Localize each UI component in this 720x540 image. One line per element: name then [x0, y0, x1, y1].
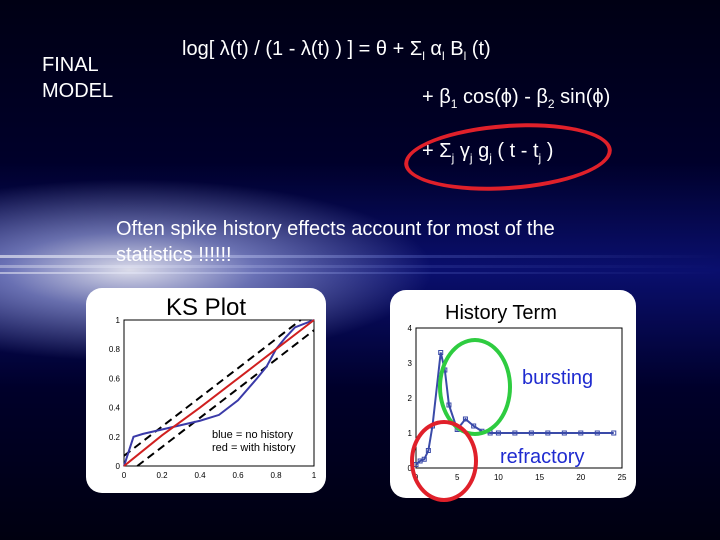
eq1-sub-i3: l	[463, 49, 467, 63]
eq1-b: B	[444, 38, 464, 60]
history-data-point	[594, 430, 600, 436]
ks-y-tick-label: 0.6	[109, 374, 121, 383]
history-data-point	[495, 430, 501, 436]
ks-plot-frame	[123, 319, 315, 467]
history-data-point	[512, 430, 518, 436]
history-y-tick-label: 4	[408, 324, 413, 333]
ks-annotation-blue: blue = no history	[212, 429, 294, 441]
history-x-tick-label: 20	[576, 473, 585, 482]
refractory-label: refractory	[500, 446, 585, 468]
ks-y-tick-label: 0	[116, 462, 121, 471]
ks-y-tick-label: 0.2	[109, 433, 121, 442]
ks-plot-chart: 0 0.2 0.4 0.6 0.8 1 0 0.2 0.4 0.6 0.8 1 blue = no hi…	[109, 316, 317, 480]
bursting-label: bursting	[522, 367, 594, 389]
side-label: FINAL MODEL	[42, 52, 113, 104]
history-x-tick-label: 25	[618, 473, 627, 482]
eq1-alpha: α	[424, 38, 442, 60]
ks-x-tick-label: 0.8	[270, 471, 282, 480]
ks-x-tick-label: 0	[122, 471, 127, 480]
eq1-suffix: (t)	[466, 38, 491, 60]
ks-x-tick-label: 1	[312, 471, 317, 480]
equation-line-1: log[ λ(t) / (1 - λ(t) ) ] = θ + Σl αl Bl…	[182, 38, 491, 63]
ks-plot-panel: KS Plot 0 0.2 0.4 0.6 0.8 1 0 0.2 0.4 0.6 0.8 1 blue…	[86, 288, 326, 493]
note-text: Often spike history effects account for …	[116, 218, 555, 266]
side-label-line1: FINAL	[42, 54, 99, 76]
eq3-b: ( t - t	[491, 140, 539, 162]
history-data-point	[578, 430, 584, 436]
equation-line-2: + β1 cos(ϕ) - β2 sin(ϕ)	[422, 86, 610, 111]
history-data-point	[611, 430, 617, 436]
ks-y-tick-label: 0.8	[109, 345, 121, 354]
history-data-point	[528, 430, 534, 436]
eq3-g: g	[472, 140, 490, 162]
eq3-a: + Σ	[422, 140, 452, 162]
history-y-tick-label: 2	[408, 394, 413, 403]
refractory-highlight	[410, 420, 478, 502]
history-x-tick-label: 10	[494, 473, 503, 482]
eq3-sub-j3: j	[489, 151, 492, 165]
eq3-gamma: γ	[454, 140, 470, 162]
ks-y-tick-label: 1	[116, 316, 121, 325]
bursting-highlight	[438, 338, 512, 436]
history-plot-frame	[415, 327, 623, 469]
eq2-sub1: 1	[450, 97, 458, 111]
history-data-point	[561, 430, 567, 436]
ks-series-line	[123, 319, 315, 467]
eq3-sub-j2: j	[469, 151, 473, 165]
eq3-c: )	[541, 140, 554, 162]
ks-plot-title: KS Plot	[166, 294, 247, 321]
eq1-prefix: log[ λ(t) / (1 - λ(t) ) ] = θ + Σ	[182, 38, 423, 60]
ks-series-line	[123, 319, 315, 467]
ks-y-tick-label: 0.4	[109, 404, 121, 413]
ks-lower-band	[136, 329, 315, 467]
equation-line-3: + Σj γj gj ( t - tj )	[422, 140, 553, 165]
ks-x-tick-label: 0.4	[194, 471, 206, 480]
ks-x-tick-label: 0.6	[232, 471, 244, 480]
history-x-tick-label: 15	[535, 473, 544, 482]
ks-annotation-red: red = with history	[212, 442, 296, 454]
side-label-line2: MODEL	[42, 80, 114, 102]
history-data-point	[545, 430, 551, 436]
eq1-sub-i2: l	[441, 49, 445, 63]
eq3-sub-j: j	[451, 151, 455, 165]
history-data-point	[438, 350, 444, 355]
history-term-highlight	[401, 116, 615, 198]
history-plot-title: History Term	[445, 302, 557, 324]
history-y-tick-label: 1	[408, 429, 413, 438]
eq2-c: sin(ϕ)	[554, 86, 611, 108]
eq2-b: cos(ϕ) - β	[457, 86, 548, 108]
ks-x-tick-label: 0.2	[156, 471, 168, 480]
eq2-a: + β	[422, 86, 451, 108]
ks-upper-band	[123, 319, 302, 457]
eq3-sub-j4: j	[538, 151, 542, 165]
eq1-sub-i: l	[422, 49, 425, 63]
history-y-tick-label: 3	[408, 359, 413, 368]
eq2-sub2: 2	[547, 97, 555, 111]
